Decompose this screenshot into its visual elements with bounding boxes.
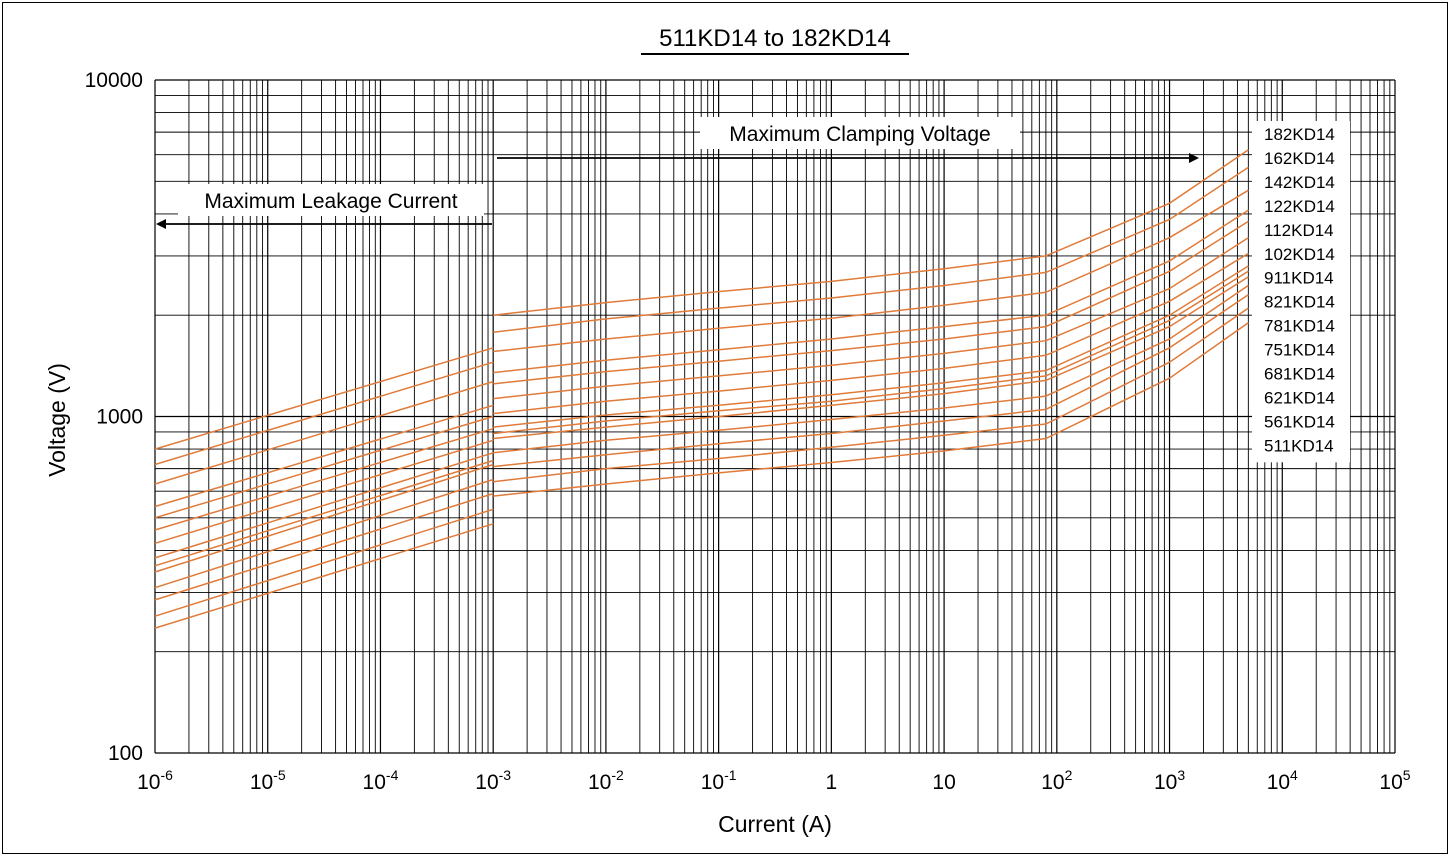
legend-label-621KD14: 621KD14 (1264, 388, 1335, 407)
leakage-arrowhead (156, 219, 166, 229)
series-clamping-line-561KD14 (493, 307, 1249, 483)
x-tick-exponent: -6 (160, 767, 173, 783)
series-leakage-line-162KD14 (154, 361, 494, 466)
y-axis-label: Voltage (V) (44, 363, 70, 477)
series-leakage-line-182KD14 (154, 347, 494, 450)
series-leakage-line-751KD14 (154, 463, 494, 573)
series-leakage-line-122KD14 (154, 404, 494, 508)
chart-title-group: 511KD14 to 182KD14 (641, 25, 909, 55)
series-leakage-line-681KD14 (154, 478, 494, 589)
series-leakage-line-511KD14 (154, 523, 494, 629)
x-axis-label: Current (A) (718, 811, 832, 837)
annotations: Maximum Leakage Current Maximum Clamping… (156, 117, 1199, 229)
x-tick-label: 10 (932, 771, 955, 794)
x-tick-label: 104 (1267, 767, 1298, 794)
series-leakage-line-112KD14 (154, 415, 494, 519)
x-tick-exponent: -5 (273, 767, 286, 783)
series-clamping-line-142KD14 (493, 189, 1249, 353)
series-clamping-line-122KD14 (493, 209, 1249, 374)
series-clamping-line-781KD14 (493, 270, 1249, 435)
legend-label-112KD14: 112KD14 (1264, 221, 1334, 240)
x-tick-label: 10-4 (363, 767, 399, 794)
series-clamping-line-182KD14 (493, 149, 1249, 316)
series-clamping-line-511KD14 (493, 322, 1249, 497)
legend-label-102KD14: 102KD14 (1264, 245, 1335, 264)
x-tick-label: 102 (1041, 767, 1072, 794)
legend-label-781KD14: 781KD14 (1264, 317, 1335, 336)
x-tick-label: 103 (1154, 767, 1185, 794)
x-tick-exponent: -3 (499, 767, 512, 783)
legend-label-162KD14: 162KD14 (1264, 149, 1335, 168)
leakage-annotation: Maximum Leakage Current (204, 190, 457, 213)
legend-label-182KD14: 182KD14 (1264, 125, 1335, 144)
y-tick-label: 10000 (85, 69, 143, 92)
leakage-annotation-bg (178, 184, 484, 216)
x-tick-label: 1 (826, 771, 838, 794)
x-tick-label: 105 (1379, 767, 1410, 794)
x-tick-exponent: -4 (386, 767, 399, 783)
legend-label-511KD14: 511KD14 (1264, 436, 1334, 455)
series-lines (154, 149, 1249, 629)
series-leakage-line-142KD14 (154, 380, 494, 485)
series-clamping-line-681KD14 (493, 284, 1249, 454)
x-tick-label: 10-1 (701, 767, 737, 794)
x-tick-exponent: 4 (1290, 767, 1298, 783)
series-clamping-line-112KD14 (493, 220, 1249, 385)
legend-label-142KD14: 142KD14 (1264, 173, 1335, 192)
clamping-annotation-bg (700, 117, 1020, 149)
x-tick-exponent: 5 (1403, 767, 1411, 783)
legend-label-821KD14: 821KD14 (1264, 293, 1335, 312)
series-clamping-line-751KD14 (493, 276, 1249, 440)
series-clamping-line-621KD14 (493, 294, 1249, 468)
x-tick-label: 10-2 (588, 767, 624, 794)
x-tick-exponent: -1 (724, 767, 737, 783)
legend: 182KD14 162KD14 142KD14 122KD14 112KD14 102KD… (1252, 121, 1350, 463)
series-clamping-line-911KD14 (493, 252, 1249, 415)
y-tick-label: 100 (108, 742, 143, 765)
x-tick-exponent: -2 (611, 767, 624, 783)
series-leakage-line-781KD14 (154, 459, 494, 567)
series-leakage-line-911KD14 (154, 439, 494, 545)
series-leakage-line-621KD14 (154, 492, 494, 601)
series-leakage-line-102KD14 (154, 427, 494, 531)
series-clamping-line-821KD14 (493, 265, 1249, 428)
series-leakage-line-561KD14 (154, 508, 494, 617)
y-tick-label: 1000 (96, 406, 143, 429)
series-clamping-line-102KD14 (493, 237, 1249, 400)
clamping-annotation: Maximum Clamping Voltage (729, 123, 990, 146)
grid (154, 79, 1396, 754)
legend-label-681KD14: 681KD14 (1264, 365, 1335, 384)
legend-label-561KD14: 561KD14 (1264, 412, 1335, 431)
series-clamping-line-162KD14 (493, 166, 1249, 333)
chart-title: 511KD14 to 182KD14 (659, 25, 891, 52)
legend-label-122KD14: 122KD14 (1264, 197, 1335, 216)
legend-label-751KD14: 751KD14 (1264, 341, 1335, 360)
x-tick-label: 10-6 (137, 767, 173, 794)
x-tick-label: 10-3 (475, 767, 511, 794)
legend-label-911KD14: 911KD14 (1264, 269, 1334, 288)
x-tick-exponent: 3 (1177, 767, 1185, 783)
x-tick-label: 10-5 (250, 767, 286, 794)
legend-background (1252, 121, 1350, 463)
clamping-arrowhead (1189, 153, 1199, 163)
series-leakage-line-821KD14 (154, 452, 494, 559)
x-tick-exponent: 2 (1065, 767, 1073, 783)
